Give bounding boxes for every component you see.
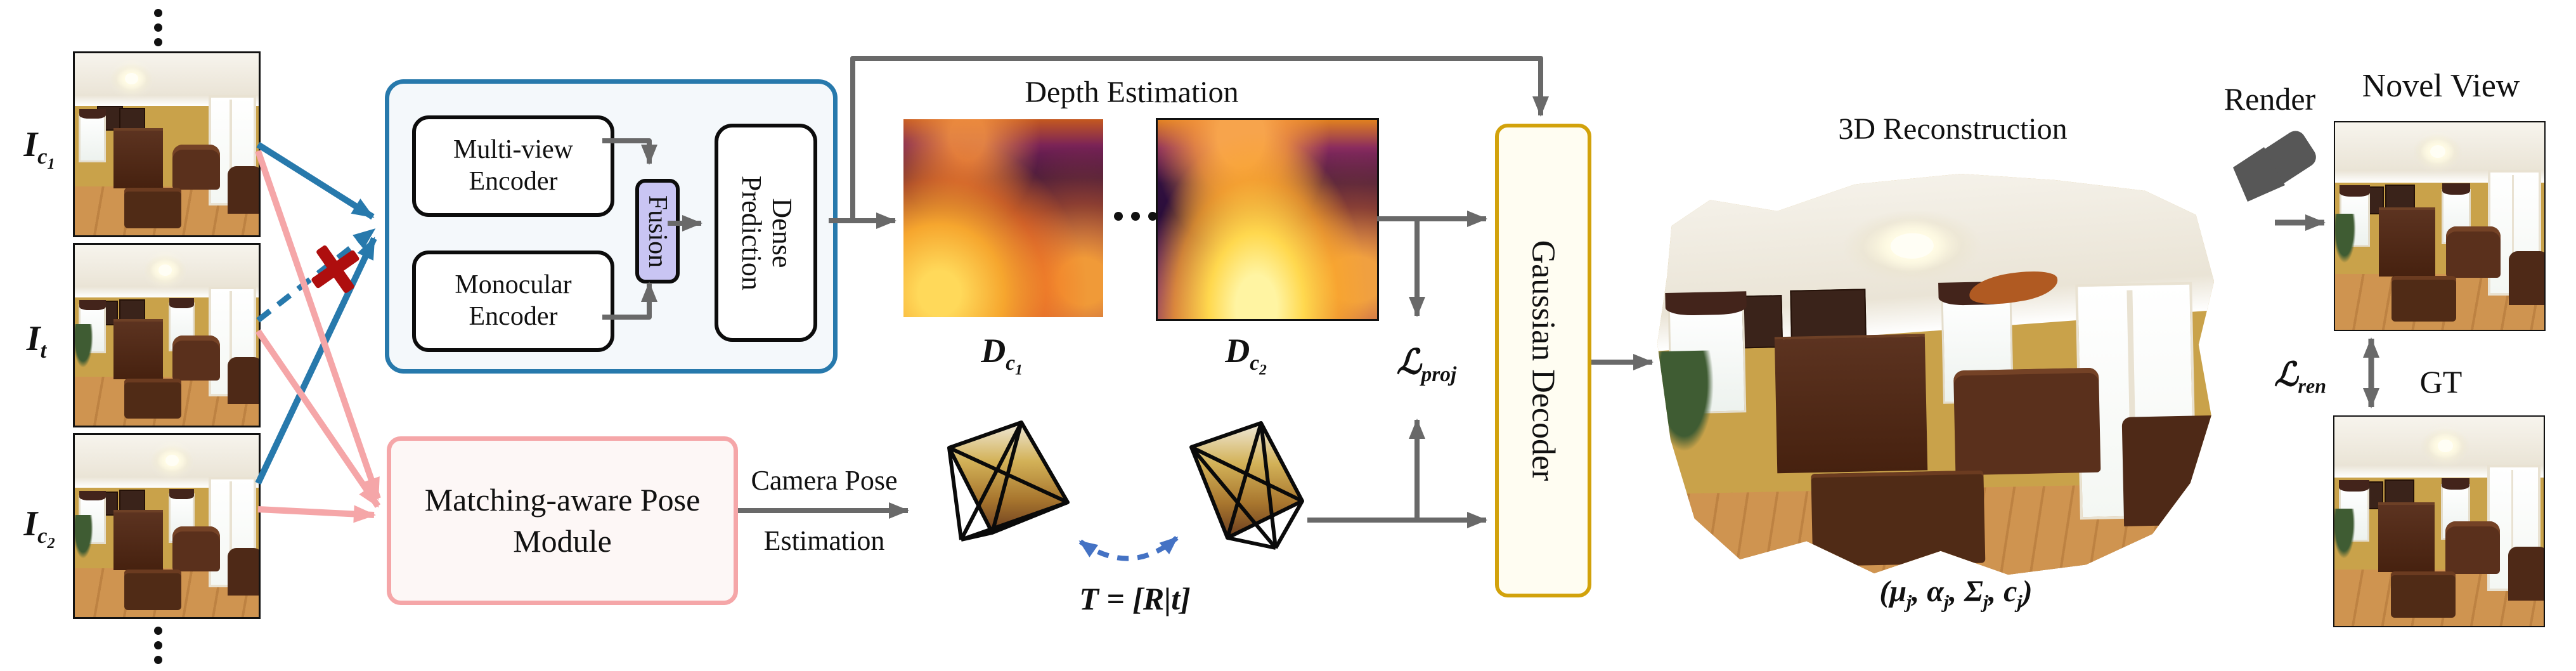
arrow-input-c1-to-encoder [256,141,375,220]
camera-icon [2233,131,2316,202]
multi-view-encoder-box: Multi-view Encoder [412,115,614,217]
gaussian-decoder-box: Gaussian Decoder [1495,124,1591,597]
room-ceiling-fan [2414,422,2477,469]
arrow-input-c2-to-pose [257,505,376,523]
room-table [1811,471,1986,566]
fusion-label: Fusion [643,195,672,268]
input-label-c1: Ic1 [23,125,55,173]
camera-pose-caption-line2: Estimation [763,525,885,556]
room-plant [75,515,93,559]
frustum-left-icon [947,420,1070,542]
ren-loss-label: ℒren [2274,357,2327,398]
room-photo [75,245,259,426]
room-photo [2335,122,2544,330]
monocular-encoder-label: Monocular Encoder [455,270,572,331]
dense-prediction-box: Dense Prediction [715,124,817,342]
reconstruction-title: 3D Reconstruction [1838,112,2068,146]
novel-view-image [2334,121,2546,331]
room-plant [2335,213,2356,264]
pose-transform-label: T = [R|t] [1079,581,1191,616]
gaussian-decoder-label: Gaussian Decoder [1525,240,1562,481]
depth-estimation-title: Depth Estimation [1025,75,1239,109]
ellipsis-bottom-icon [154,627,162,664]
room-sofa [2445,521,2500,574]
room-table [2392,275,2457,322]
multi-view-encoder-label: Multi-view Encoder [453,135,573,196]
room-table [124,570,182,610]
depth-map-c1 [903,119,1103,317]
room-table [124,188,182,228]
arrow-input-t-to-pose [255,329,381,508]
depth-map-c2 [1156,118,1379,321]
room-sofa [1953,368,2100,476]
fusion-box: Fusion [635,179,680,283]
room-armchair [2122,415,2220,526]
arrow-relative-pose-arc [1078,535,1179,561]
room-sofa [172,526,221,572]
gt-label: GT [2419,364,2463,400]
room-reconstruction [1654,156,2220,586]
room-armchair [2508,251,2544,305]
room-ceiling-fan [2406,128,2469,174]
room-ceiling-fan [137,250,193,290]
input-label-c2: Ic2 [23,504,55,552]
arrow-input-c1-to-pose [255,150,381,500]
depth-encoder-module-box: Multi-view Encoder Monocular Encoder Fus… [385,79,838,374]
room-cabinet [113,509,164,571]
reconstruction-image [1654,156,2220,586]
pose-module-label: Matching-aware Pose Module [424,482,701,559]
room-armchair [227,356,259,404]
room-photo [2334,417,2544,626]
gaussian-params-label: (μj, αj, Σj, cj) [1879,575,2033,613]
input-image-t [73,243,261,427]
room-cabinet [2379,207,2436,277]
matching-aware-pose-module-box: Matching-aware Pose Module [387,436,738,605]
room-armchair [227,547,259,596]
depth-label-c2: Dc2 [1225,332,1267,379]
room-photo [75,435,259,617]
ellipsis-mid-icon [1114,212,1157,221]
room-table [2391,571,2456,618]
room-table [124,378,182,419]
input-label-t: It [26,319,47,363]
depth-label-c1: Dc1 [981,332,1023,379]
gt-image [2333,415,2545,627]
render-label: Render [2223,81,2316,117]
input-image-c2 [73,433,261,619]
room-armchair [2508,546,2544,601]
room-plant [2334,509,2355,559]
ellipsis-top-icon [154,9,162,46]
room-ceiling-fan [104,58,160,99]
dense-prediction-label: Dense Prediction [735,175,798,290]
room-ceiling-fan [145,440,200,481]
room-plant [75,324,93,368]
rejected-cross-icon [308,242,363,296]
room-cabinet [113,127,164,189]
camera-pose-caption-line1: Camera Pose [751,465,898,496]
room-plant [1654,351,1715,452]
monocular-encoder-box: Monocular Encoder [412,251,614,352]
frustum-right-icon [1189,421,1304,550]
room-sofa [2445,226,2501,278]
room-armchair [227,166,259,214]
room-sofa [172,335,221,381]
input-image-c1 [73,51,261,237]
room-cabinet [2378,502,2435,572]
novel-view-title: Novel View [2362,68,2520,104]
room-cabinet [1775,334,1928,473]
room-photo [75,53,259,235]
proj-loss-label: ℒproj [1396,343,1457,386]
room-window [78,108,107,163]
room-cabinet [113,318,164,380]
room-sofa [172,144,221,190]
